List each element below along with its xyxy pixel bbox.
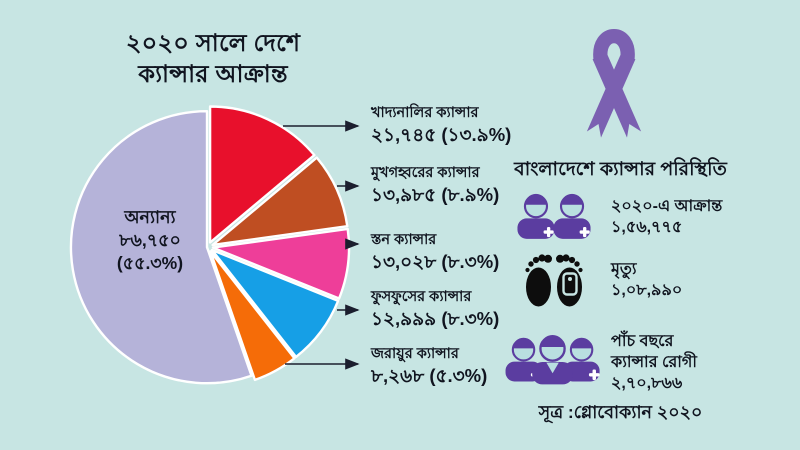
pie-slice-6: [69, 110, 253, 385]
pie-label-4-value: ১২,৯৯৯ (৮.৩%): [371, 308, 500, 329]
stat-deaths: মৃত্যু ১,০৮,৯৯০: [611, 259, 682, 301]
stat-deaths-value: ১,০৮,৯৯০: [611, 282, 683, 299]
pie-label-3-value: ১৩,০২৮ (৮.৩%): [371, 251, 500, 272]
toe-tag: [562, 272, 578, 296]
pie-label-5-value: ৮,২৬৮ (৫.৩%): [371, 365, 488, 386]
pie-slice-1: [208, 105, 316, 244]
v-neck: [546, 362, 559, 374]
pie-label-5-name: জরায়ুর ক্যান্সার: [371, 346, 459, 362]
pie-slice-5: [209, 250, 296, 382]
pie-label-2: মুখগহ্বরের ক্যান্সার ১৩,৯৮৫ (৮.৯%): [371, 164, 566, 206]
stat-five-year-value: ২,৭০,৮৬৬: [611, 375, 683, 392]
chart-title-line2: ক্যান্সার আক্রান্ত: [138, 61, 288, 88]
stat-affected-2020: ২০২০-এ আক্রান্ত ১,৫৬,৭৭৫: [611, 196, 722, 238]
ribbon-loop: [593, 29, 635, 60]
chart-title: ২০২০ সালে দেশে ক্যান্সার আক্রান্ত: [103, 28, 323, 90]
ribbon-right-band: [586, 53, 636, 138]
others-value: ৮৬,৭৫০: [119, 230, 181, 250]
pie-label-2-value: ১৩,৯৮৫ (৮.৯%): [371, 184, 500, 205]
stat-five-year-patients: পাঁচ বছরে ক্যান্সার রোগী ২,৭০,৮৬৬: [611, 331, 697, 394]
stat-affected-value: ১,৫৬,৭৭৫: [611, 219, 683, 236]
chart-title-line1: ২০২০ সালে দেশে: [125, 30, 301, 57]
pie-slice-3: [211, 227, 351, 300]
right-panel-header: বাংলাদেশে ক্যান্সার পরিস্থিতি: [514, 159, 727, 180]
stat-five-year-label1: পাঁচ বছরে: [611, 333, 674, 350]
pie-label-1-value: ২১,৭৪৫ (১৩.৯%): [371, 124, 512, 145]
pie-slice-2: [211, 156, 349, 247]
death-feet-icon: [525, 254, 583, 307]
pie-label-3-name: স্তন ক্যান্সার: [371, 232, 437, 248]
left-foot: [526, 267, 551, 307]
stat-deaths-label: মৃত্যু: [611, 261, 637, 278]
pie-label-2-name: মুখগহ্বরের ক্যান্সার: [371, 165, 480, 181]
pie-label-4-name: ফুসফুসের ক্যান্সার: [371, 289, 472, 305]
source-note: সূত্র :গ্লোবোক্যান ২০২০: [538, 402, 703, 422]
patients-three-icon: [504, 333, 601, 386]
pie-label-others: অন্যান্য ৮৬,৭৫০ (৫৫.৩%): [96, 206, 204, 275]
pie-chart: [69, 105, 351, 385]
cancer-ribbon-icon: [586, 29, 642, 138]
patients-two-icon: [516, 192, 592, 240]
pie-slice-4: [210, 248, 340, 359]
others-name: অন্যান্য: [124, 207, 176, 227]
pie-label-1: খাদ্যনালির ক্যান্সার ২১,৭৪৫ (১৩.৯%): [371, 104, 566, 146]
pie-label-1-name: খাদ্যনালির ক্যান্সার: [371, 105, 479, 121]
pie-label-4: ফুসফুসের ক্যান্সার ১২,৯৯৯ (৮.৩%): [371, 288, 566, 330]
pie-label-5: জরায়ুর ক্যান্সার ৮,২৬৮ (৫.৩%): [371, 345, 566, 387]
patient-figure: [531, 333, 575, 386]
pie-label-3: স্তন ক্যান্সার ১৩,০২৮ (৮.৩%): [371, 231, 566, 273]
stat-affected-label: ২০২০-এ আক্রান্ত: [611, 198, 723, 215]
others-pct: (৫৫.৩%): [116, 253, 184, 273]
stat-five-year-label2: ক্যান্সার রোগী: [611, 354, 697, 371]
